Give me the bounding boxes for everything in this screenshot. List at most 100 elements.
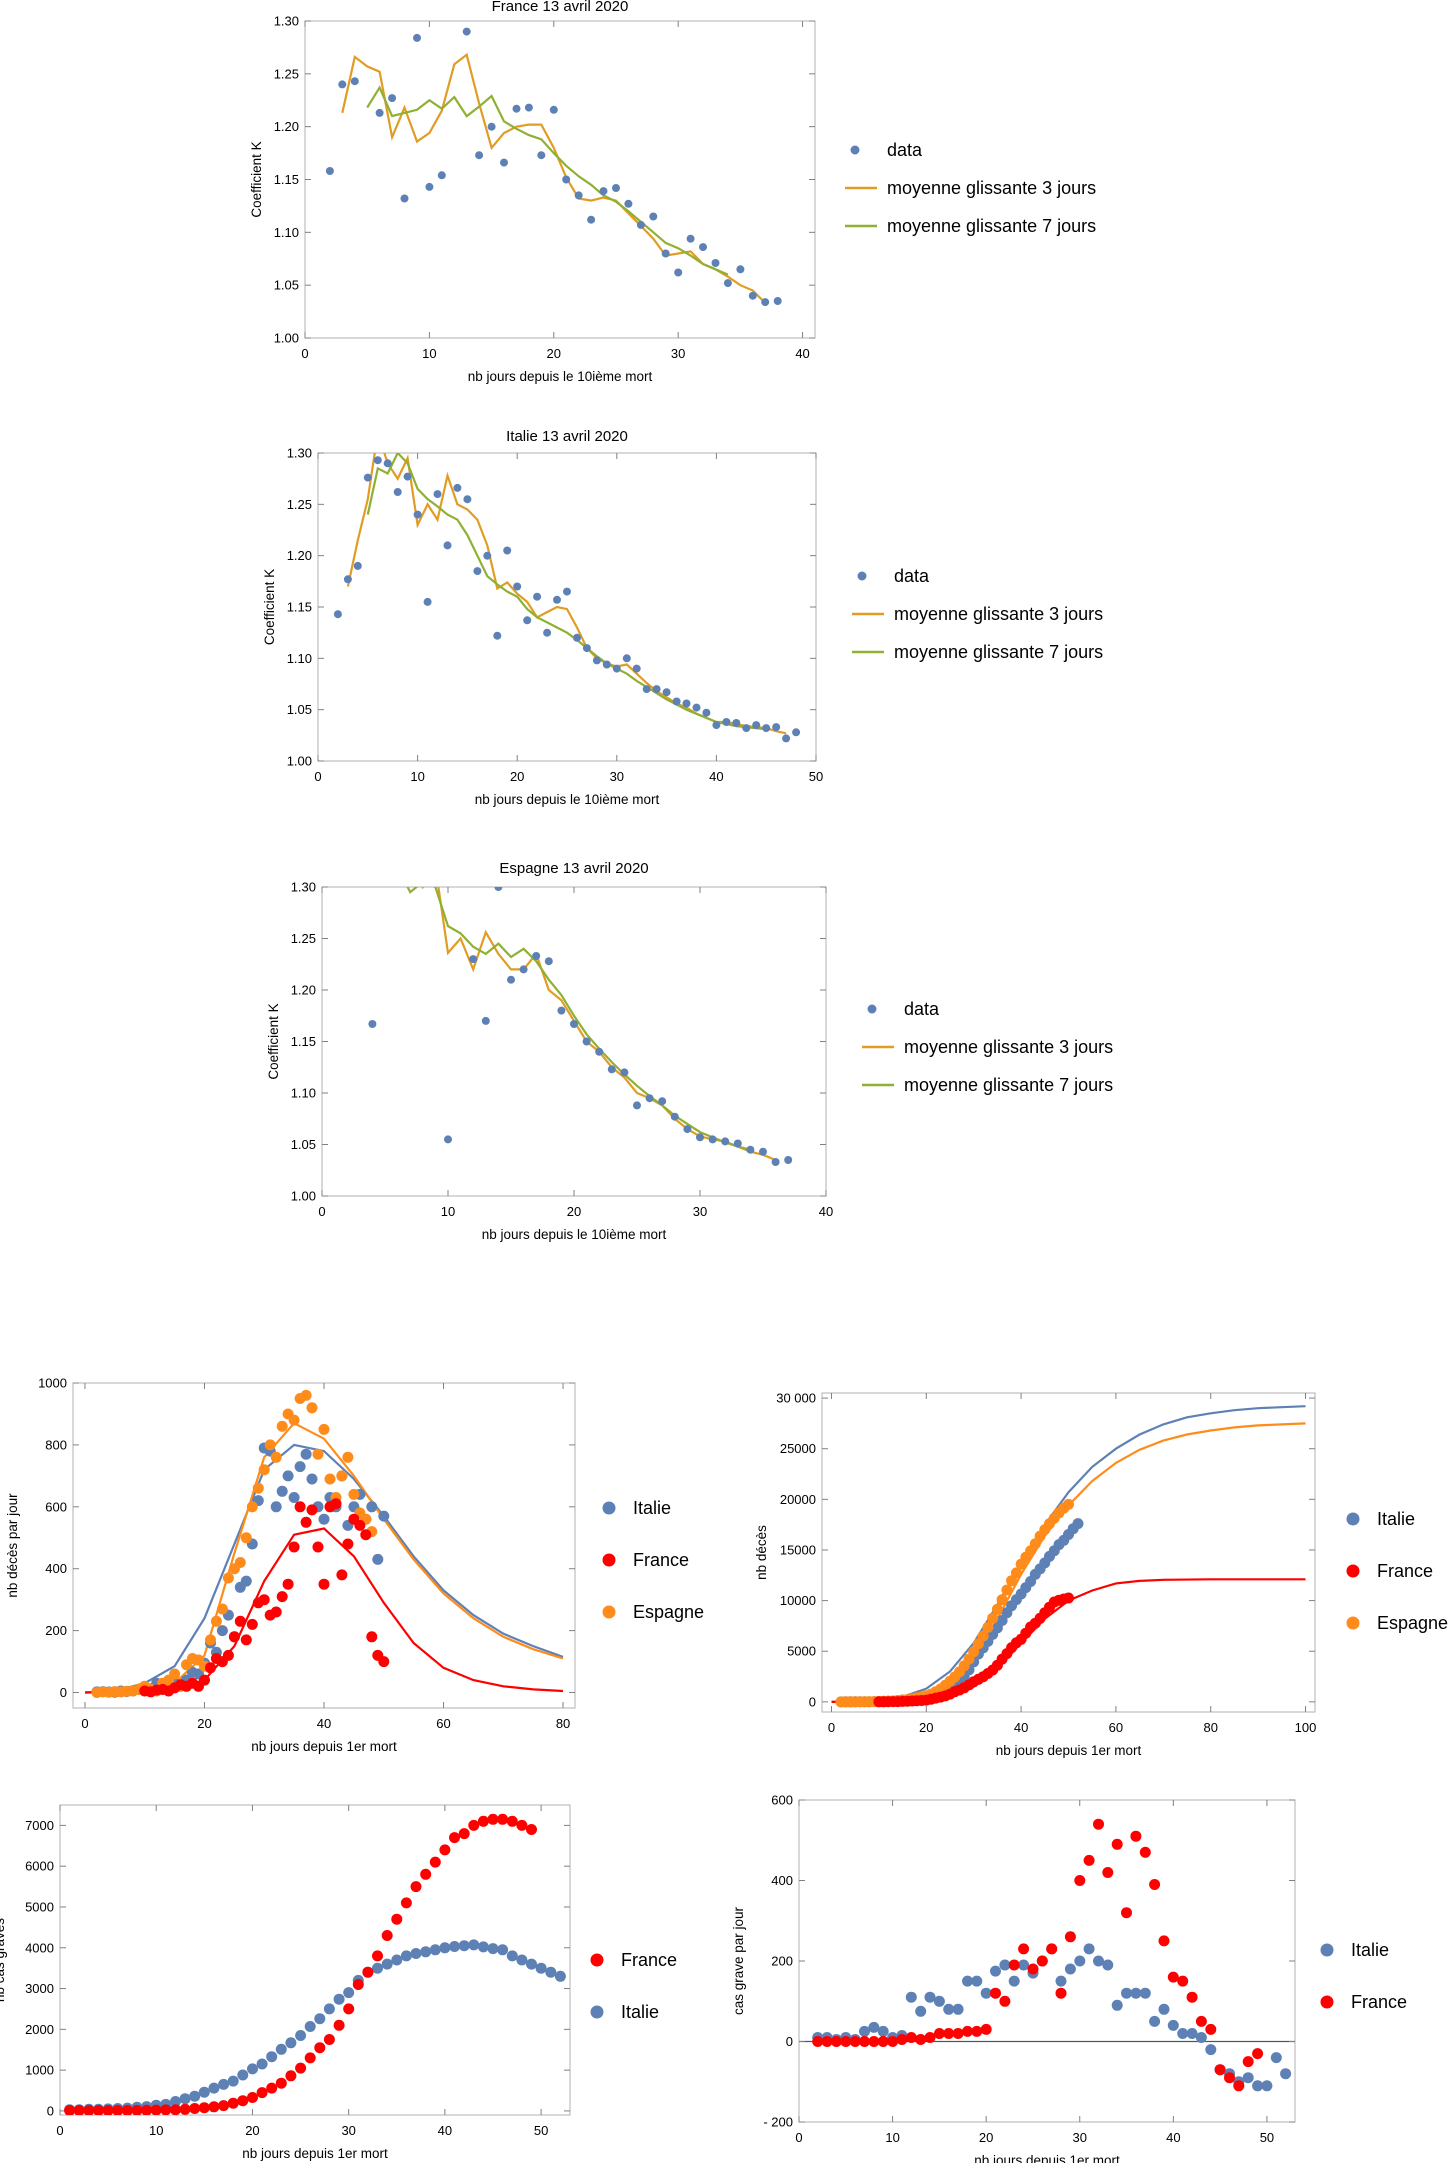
legend-label: moyenne glissante 7 jours — [894, 642, 1103, 662]
y-tick-label: 1.10 — [291, 1086, 316, 1101]
data-point-italie — [189, 2090, 201, 2102]
data-point-data — [642, 685, 651, 694]
data-point-italie — [1195, 2032, 1207, 2043]
legend-label: moyenne glissante 3 jours — [894, 604, 1103, 624]
legend-dot-icon — [590, 2005, 604, 2019]
x-tick-label: 60 — [436, 1716, 450, 1731]
data-point-espagne — [169, 1668, 181, 1680]
x-tick-label: 20 — [979, 2130, 993, 2145]
data-point-france — [887, 2036, 899, 2047]
data-point-data — [633, 1101, 641, 1110]
data-point-france — [1074, 1875, 1086, 1886]
data-point-france — [439, 1844, 451, 1856]
x-axis-label: nb jours depuis le 10ième mort — [482, 1227, 667, 1242]
legend-dot-icon — [850, 145, 860, 155]
data-point-france — [391, 1913, 403, 1925]
data-point-france — [247, 2092, 258, 2103]
data-point-italie — [306, 1473, 318, 1485]
y-tick-label: 5000 — [25, 1899, 54, 1914]
data-point-data — [746, 1145, 755, 1154]
data-point-espagne — [270, 1451, 282, 1463]
y-tick-label: 1.10 — [287, 651, 312, 666]
data-point-data — [612, 664, 621, 673]
x-tick-label: 40 — [317, 1716, 331, 1731]
y-axis-label: nb décès par jour — [5, 1493, 20, 1598]
data-point-italie — [270, 1501, 282, 1513]
x-tick-label: 30 — [671, 346, 685, 361]
y-tick-label: 1.00 — [274, 331, 299, 346]
x-axis-label: nb jours depuis 1er mort — [974, 2153, 1120, 2163]
legend-label: Espagne — [633, 1602, 704, 1622]
data-point-espagne — [312, 1448, 324, 1460]
data-point-data — [723, 279, 732, 288]
data-point-france — [266, 2082, 278, 2094]
data-point-espagne — [240, 1532, 252, 1544]
data-point-france — [1046, 1943, 1058, 1955]
data-point-italie — [227, 2075, 239, 2087]
data-point-france — [877, 2036, 889, 2047]
legend-label: Italie — [1351, 1940, 1389, 1960]
legend-label: data — [887, 140, 923, 160]
legend: Italie France — [1320, 1940, 1407, 2012]
legend-dot-icon — [857, 571, 867, 581]
data-point-italie — [247, 2063, 258, 2075]
data-point-france — [400, 1897, 412, 1909]
data-point-data — [582, 644, 591, 653]
x-axis-label: nb jours depuis le 10ième mort — [468, 369, 653, 384]
plot-frame — [821, 1392, 1316, 1713]
y-tick-label: 10000 — [780, 1593, 816, 1608]
data-point-france — [258, 1594, 270, 1606]
y-tick-label: 1.05 — [274, 278, 299, 293]
data-point-data — [343, 575, 352, 584]
legend: France Italie — [590, 1950, 677, 2022]
data-point-france — [276, 1591, 288, 1603]
y-tick-label: 200 — [771, 1954, 793, 1969]
x-tick-label: 30 — [693, 1204, 707, 1219]
data-point-france — [1167, 1971, 1179, 1983]
x-tick-label: 10 — [410, 769, 424, 784]
y-tick-label: 1000 — [25, 2063, 54, 2078]
data-point-france — [1093, 1818, 1104, 1830]
legend-dot-icon — [1320, 1995, 1334, 2009]
y-tick-label: 1.30 — [287, 446, 312, 461]
data-point-data — [752, 721, 761, 730]
data-point-france — [1195, 2015, 1207, 2027]
data-point-italie — [179, 2093, 191, 2105]
data-point-france — [198, 2102, 210, 2114]
data-point-france — [237, 2095, 249, 2107]
data-point-data — [393, 488, 402, 496]
x-tick-label: 20 — [197, 1716, 211, 1731]
data-point-france — [849, 2036, 861, 2047]
data-point-italie — [285, 2037, 297, 2049]
data-point-data — [599, 187, 608, 196]
data-point-data — [692, 703, 701, 712]
data-point-espagne — [318, 1423, 330, 1435]
legend-label: France — [621, 1950, 677, 1970]
data-point-italie — [366, 1501, 378, 1513]
data-point-data — [544, 957, 553, 966]
data-point-france — [83, 2105, 95, 2115]
y-tick-label: 200 — [45, 1623, 67, 1638]
y-tick-label: 6000 — [25, 1859, 54, 1874]
x-tick-label: 0 — [301, 346, 308, 361]
x-tick-label: 40 — [1166, 2130, 1180, 2145]
data-point-france — [830, 2036, 842, 2047]
data-point-france — [93, 2105, 104, 2115]
data-point-italie — [990, 1965, 1001, 1977]
chart-2: 0 10 20 30 40 50 1.00 1.05 1.10 1.15 1.20 1.25 1.30 I… — [262, 428, 1103, 807]
y-tick-label: 1.30 — [291, 880, 316, 895]
data-point-france — [366, 1631, 378, 1643]
data-point-italie — [372, 1553, 384, 1565]
data-point-italie — [526, 1958, 537, 1970]
data-point-italie — [535, 1962, 547, 1974]
series-line-italie-fit — [84, 1443, 564, 1694]
y-tick-label: 1.25 — [287, 497, 312, 512]
x-tick-label: 50 — [809, 769, 823, 784]
series-line-espagne-fit — [84, 1421, 564, 1694]
data-point-data — [453, 483, 462, 492]
data-point-france — [1111, 1838, 1123, 1850]
y-tick-label: 0 — [47, 2103, 54, 2118]
data-point-data — [674, 268, 683, 277]
data-point-espagne — [288, 1414, 300, 1426]
chart-title: Espagne 13 avril 2020 — [499, 860, 648, 877]
